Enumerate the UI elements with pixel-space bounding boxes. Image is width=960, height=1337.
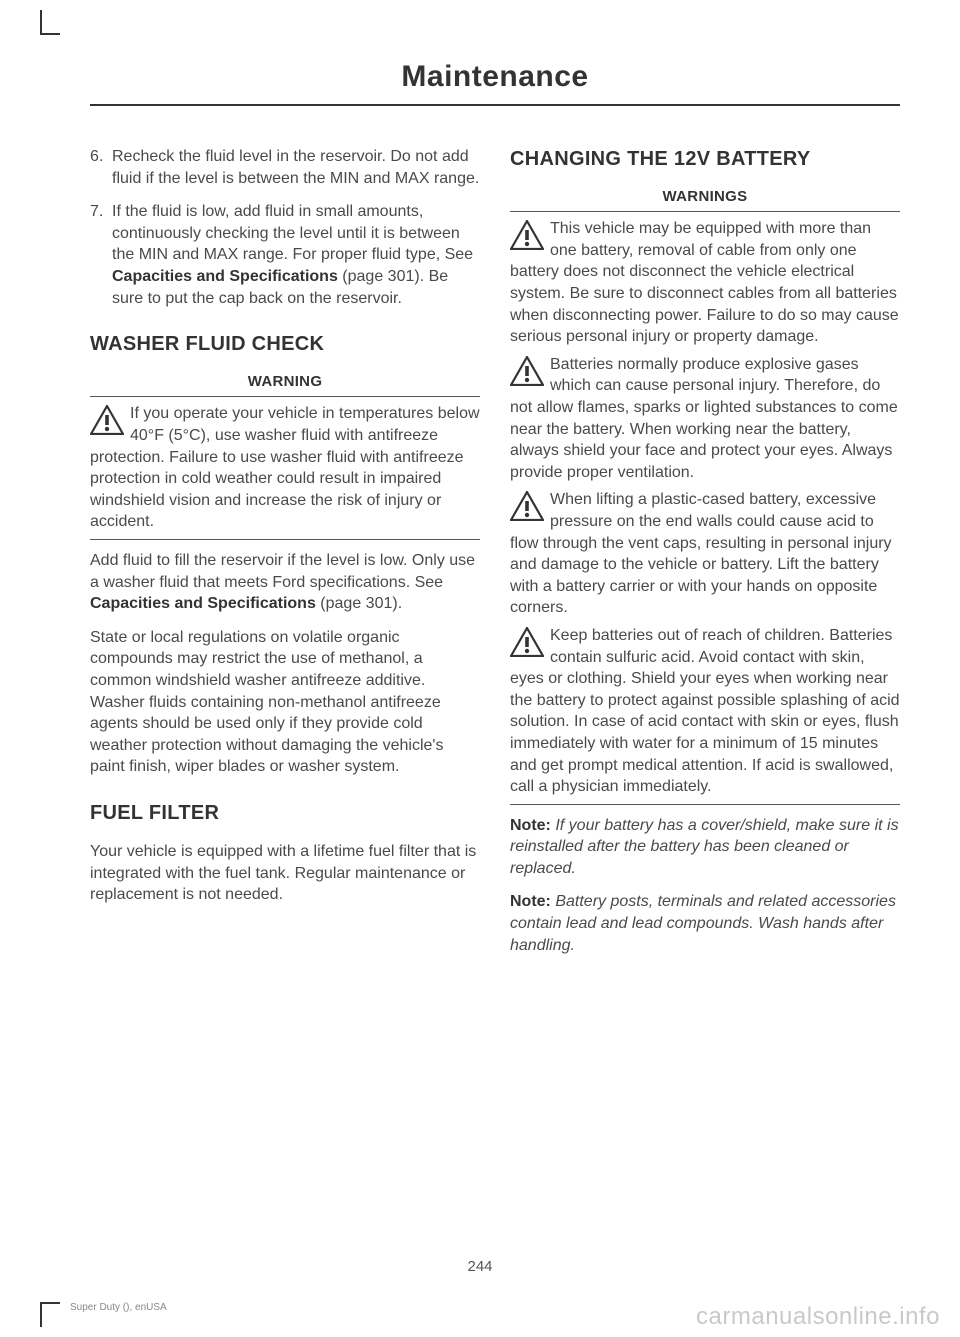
text-span: If the fluid is low, add fluid in small …: [112, 203, 473, 263]
warning-text: Batteries normally produce explosive gas…: [510, 356, 898, 481]
warning-text: When lifting a plastic-cased battery, ex…: [510, 491, 892, 616]
list-text: Recheck the fluid level in the reservoir…: [112, 146, 480, 189]
note-paragraph: Note: If your battery has a cover/shield…: [510, 815, 900, 880]
warning-text: If you operate your vehicle in temperatu…: [90, 405, 480, 530]
warning-block: If you operate your vehicle in temperatu…: [90, 403, 480, 540]
paragraph: Your vehicle is equipped with a lifetime…: [90, 841, 480, 906]
warning-text: Keep batteries out of reach of children.…: [510, 627, 900, 795]
list-text: If the fluid is low, add fluid in small …: [112, 201, 480, 309]
section-heading-fuel: FUEL FILTER: [90, 800, 480, 827]
bold-link: Capacities and Specifications: [112, 268, 338, 285]
left-column: 6. Recheck the fluid level in the reserv…: [90, 146, 480, 968]
warning-heading: WARNING: [90, 372, 480, 397]
chapter-title: Maintenance: [90, 60, 900, 106]
paragraph: Add fluid to fill the reservoir if the l…: [90, 550, 480, 615]
warnings-heading: WARNINGS: [510, 187, 900, 212]
list-item: 6. Recheck the fluid level in the reserv…: [90, 146, 480, 189]
warning-block: Batteries normally produce explosive gas…: [510, 354, 900, 486]
page-container: Maintenance 6. Recheck the fluid level i…: [0, 0, 960, 1337]
list-number: 7.: [90, 201, 112, 309]
watermark: carmanualsonline.info: [696, 1303, 940, 1331]
text-span: Add fluid to fill the reservoir if the l…: [90, 552, 475, 591]
list-item: 7. If the fluid is low, add fluid in sma…: [90, 201, 480, 309]
note-label: Note:: [510, 893, 551, 910]
bold-link: Capacities and Specifications: [90, 595, 316, 612]
warning-icon: [510, 491, 544, 521]
note-text: If your battery has a cover/shield, make…: [510, 817, 899, 877]
warning-icon: [90, 405, 124, 435]
warning-block: When lifting a plastic-cased battery, ex…: [510, 489, 900, 621]
warning-block: Keep batteries out of reach of children.…: [510, 625, 900, 805]
note-paragraph: Note: Battery posts, terminals and relat…: [510, 891, 900, 956]
paragraph: State or local regulations on volatile o…: [90, 627, 480, 778]
warning-block: This vehicle may be equipped with more t…: [510, 218, 900, 350]
warning-icon: [510, 220, 544, 250]
note-text: Battery posts, terminals and related acc…: [510, 893, 896, 953]
section-heading-battery: CHANGING THE 12V BATTERY: [510, 146, 900, 173]
page-number: 244: [0, 1258, 960, 1275]
text-span: (page 301).: [316, 595, 402, 612]
section-heading-washer: WASHER FLUID CHECK: [90, 331, 480, 358]
note-label: Note:: [510, 817, 551, 834]
warning-icon: [510, 356, 544, 386]
list-number: 6.: [90, 146, 112, 189]
content-columns: 6. Recheck the fluid level in the reserv…: [90, 146, 900, 968]
warning-text: This vehicle may be equipped with more t…: [510, 220, 899, 345]
right-column: CHANGING THE 12V BATTERY WARNINGS This v…: [510, 146, 900, 968]
footer-model-info: Super Duty (), enUSA: [70, 1302, 167, 1313]
warning-icon: [510, 627, 544, 657]
